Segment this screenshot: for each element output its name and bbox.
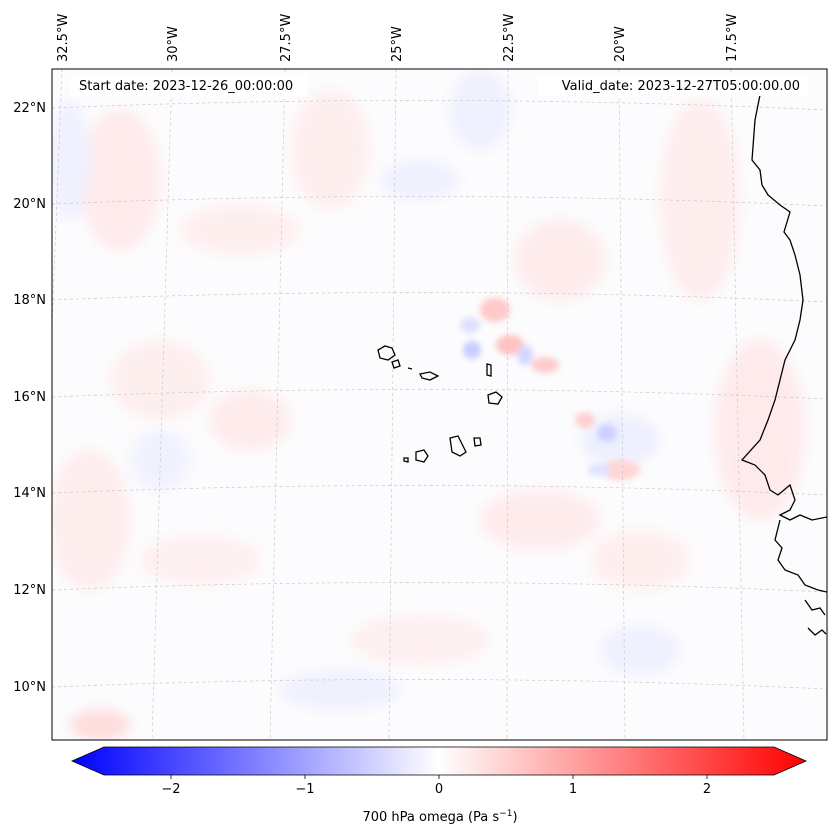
valid-date-label: Valid_date: 2023-12-27T05:00:00.00 [562,79,800,94]
colorbar-tick-label: 0 [435,782,443,797]
longitude-labels: 32.5°W 30°W 27.5°W 25°W 22.5°W 20°W 17.5… [56,14,740,62]
colorbar-tick-label: 2 [703,782,711,797]
lat-label: 20°N [13,197,46,212]
lat-label: 16°N [13,390,46,405]
graticule [52,69,827,740]
start-date-box [70,75,308,96]
map-frame [51,68,828,741]
lon-label: 20°W [613,26,628,62]
latitude-labels: 22°N 20°N 18°N 16°N 14°N 12°N 10°N [13,101,46,695]
lat-label: 18°N [13,293,46,308]
colorbar-tick-label: −2 [161,782,180,797]
start-date-label: Start date: 2023-12-26_00:00:00 [79,79,293,94]
lon-label: 17.5°W [725,14,740,62]
lon-label: 27.5°W [279,14,294,62]
coastline [740,94,827,521]
lat-label: 12°N [13,583,46,598]
lat-label: 10°N [13,680,46,695]
lon-label: 25°W [390,26,405,62]
colorbar-tick-label: 1 [569,782,577,797]
omega-field [52,69,827,740]
colorbar-ticks [170,775,708,779]
valid-date-box [538,75,808,96]
colorbar-bar [71,746,807,776]
lat-label: 14°N [13,486,46,501]
lon-label: 32.5°W [56,14,71,62]
lat-label: 22°N [13,101,46,116]
colorbar-tick-label: −1 [295,782,314,797]
colorbar: −2 −1 0 1 2 700 hPa omega (Pa s−1) [71,746,807,825]
lon-label: 22.5°W [502,14,517,62]
cape-verde-islands [377,345,503,463]
colorbar-title: 700 hPa omega (Pa s−1) [362,809,517,825]
lon-label: 30°W [166,26,181,62]
